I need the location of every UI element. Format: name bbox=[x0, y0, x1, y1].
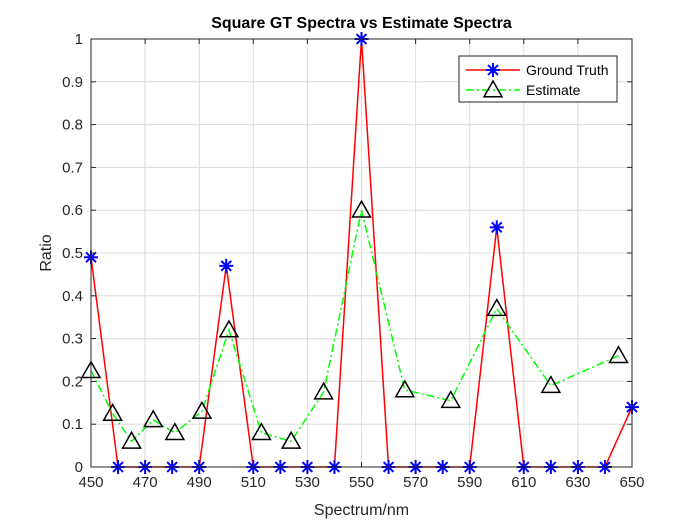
x-tick-label: 490 bbox=[187, 474, 212, 491]
y-tick-label: 0.8 bbox=[62, 117, 83, 134]
data-point-1 bbox=[218, 319, 240, 338]
x-tick-label: 530 bbox=[295, 474, 320, 491]
data-point-1 bbox=[251, 422, 272, 441]
data-point-1 bbox=[280, 430, 302, 449]
y-tick-label: 0.3 bbox=[62, 331, 83, 348]
x-tick-label: 570 bbox=[403, 474, 428, 491]
x-tick-label: 650 bbox=[619, 474, 644, 491]
y-tick-label: 0.4 bbox=[62, 288, 83, 305]
data-point-1 bbox=[313, 381, 334, 400]
data-point-1 bbox=[142, 409, 164, 428]
y-tick-label: 0.9 bbox=[62, 74, 83, 91]
data-point-1 bbox=[191, 400, 213, 419]
y-tick-label: 0.6 bbox=[62, 202, 83, 219]
x-axis-label: Spectrum/nm bbox=[314, 502, 409, 519]
y-tick-label: 0.5 bbox=[62, 245, 83, 262]
y-tick-label: 0.1 bbox=[62, 416, 83, 433]
x-tick-label: 450 bbox=[78, 474, 103, 491]
data-point-1 bbox=[102, 402, 123, 421]
legend-marker-0 bbox=[486, 63, 500, 77]
x-tick-label: 590 bbox=[457, 474, 482, 491]
y-tick-label: 0.7 bbox=[62, 159, 83, 176]
legend-label-0: Ground Truth bbox=[526, 62, 609, 78]
ticks: 450 470 490 510 530 550 570 590 610 630 650 0 0.1 0.2… bbox=[62, 31, 644, 491]
data-point-1 bbox=[164, 422, 186, 441]
legend-marker-1 bbox=[482, 79, 504, 98]
y-tick-label: 0 bbox=[75, 459, 83, 476]
data-point-0 bbox=[489, 220, 504, 235]
data-point-1 bbox=[121, 430, 142, 449]
x-tick-label: 510 bbox=[241, 474, 266, 491]
data-point-1 bbox=[540, 375, 562, 394]
data-point-1 bbox=[351, 199, 372, 218]
y-tick-label: 1 bbox=[75, 31, 83, 48]
series-line-1 bbox=[90, 210, 619, 443]
legend: Ground Truth Estimate bbox=[458, 55, 618, 103]
data-point-1 bbox=[394, 379, 416, 398]
y-axis-label: Ratio bbox=[38, 234, 55, 271]
x-tick-label: 550 bbox=[349, 474, 374, 491]
data-point-1 bbox=[440, 390, 462, 409]
data-point-0 bbox=[219, 258, 234, 273]
x-tick-label: 630 bbox=[565, 474, 590, 491]
y-tick-label: 0.2 bbox=[62, 373, 83, 390]
x-tick-label: 610 bbox=[511, 474, 536, 491]
data-point-1 bbox=[608, 345, 629, 364]
legend-label-1: Estimate bbox=[526, 82, 581, 98]
x-tick-label: 470 bbox=[133, 474, 158, 491]
chart-title: Square GT Spectra vs Estimate Spectra bbox=[211, 15, 512, 32]
data-point-1 bbox=[486, 298, 508, 317]
